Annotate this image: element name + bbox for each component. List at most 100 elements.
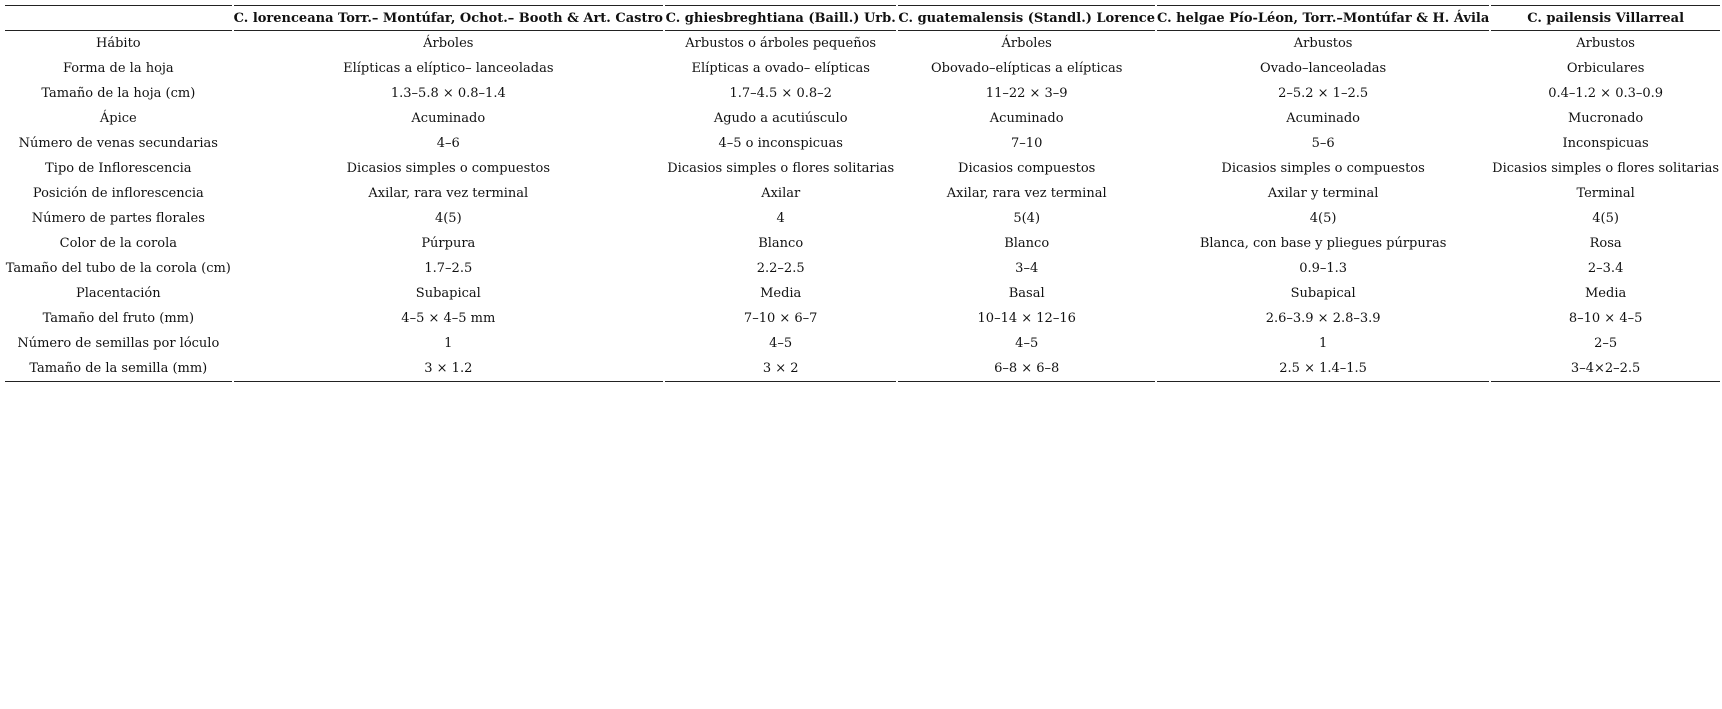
table-cell: Terminal (1576, 186, 1635, 201)
header-cell (5, 5, 232, 31)
table-cell: 4 (776, 211, 785, 226)
table-cell: 4–5 o inconspicuas (718, 136, 843, 151)
table-cell: Dicasios simples o compuestos (1221, 161, 1425, 176)
row-label: Tamaño de la hoja (cm) (41, 86, 196, 101)
table-cell: 1 (444, 336, 453, 351)
table-cell: Blanca, con base y pliegues púrpuras (1199, 236, 1447, 251)
table-cell: 4–5 (769, 336, 793, 351)
table-cell: 1.3–5.8 × 0.8–1.4 (390, 86, 506, 101)
table-row: Hábito Árboles Arbustos o árboles pequeños… (5, 31, 1720, 56)
row-label: Forma de la hoja (62, 61, 174, 76)
table-cell: 3–4×2–2.5 (1491, 356, 1720, 382)
table-row: Tamaño de la hoja (cm) 1.3–5.8 × 0.8–1.4 1… (5, 81, 1720, 106)
row-label: Posición de inflorescencia (32, 186, 204, 201)
table-cell: Arbustos (1293, 36, 1353, 51)
table-cell: Arbustos (1576, 36, 1635, 51)
table-cell: Inconspicuas (1562, 136, 1649, 151)
row-label: Tamaño del tubo de la corola (cm) (5, 261, 231, 276)
table-cell: Acuminado (411, 111, 486, 126)
table-cell: 2–3.4 (1587, 261, 1624, 276)
row-label: Hábito (96, 36, 141, 51)
header-cell: C. ghiesbreghtiana (Baill.) Urb. (664, 5, 897, 31)
table-cell: 5–6 (1311, 136, 1335, 151)
table-cell: 2.2–2.5 (756, 261, 805, 276)
table-row: Tipo de Inflorescencia Dicasios simples o… (5, 156, 1720, 181)
table-cell: 3 × 2 (664, 356, 897, 382)
table-cell: Arbustos o árboles pequeños (685, 36, 877, 51)
table-cell: 4–5 × 4–5 mm (401, 311, 496, 326)
table-cell: Acuminado (1286, 111, 1361, 126)
table-cell: Dicasios simples o flores solitarias (667, 161, 895, 176)
table-cell: 4–5 (1015, 336, 1039, 351)
table-cell: 4(5) (1592, 211, 1619, 226)
row-label: Placentación (76, 286, 161, 301)
table-cell: Media (760, 286, 802, 301)
table-row: Número de partes florales 4(5) 4 5(4) 4(5) 4(… (5, 206, 1720, 231)
table-cell: Agudo a acutiúsculo (713, 111, 848, 126)
table-row: Tamaño del tubo de la corola (cm) 1.7–2.5… (5, 256, 1720, 281)
table-row: Tamaño de la semilla (mm) 3 × 1.2 3 × 2 6–8… (5, 356, 1720, 382)
table-cell: 2.5 × 1.4–1.5 (1156, 356, 1490, 382)
header-cell: C. lorenceana Torr.– Montúfar, Ochot.– B… (233, 5, 663, 31)
comparison-table: C. lorenceana Torr.– Montúfar, Ochot.– B… (3, 5, 1722, 382)
table-cell: 8–10 × 4–5 (1568, 311, 1643, 326)
table-cell: Elípticas a elíptico– lanceoladas (343, 61, 554, 76)
table-cell: 2–5 (1594, 336, 1618, 351)
table-cell: Elípticas a ovado– elípticas (691, 61, 870, 76)
table-cell: Axilar y terminal (1267, 186, 1379, 201)
table-cell: 0.4–1.2 × 0.3–0.9 (1548, 86, 1664, 101)
table-row: Número de venas secundarias 4–6 4–5 o inco… (5, 131, 1720, 156)
table-cell: 6–8 × 6–8 (898, 356, 1155, 382)
table-cell: Axilar, rara vez terminal (946, 186, 1107, 201)
table-row: Ápice Acuminado Agudo a acutiúsculo Acumina… (5, 106, 1720, 131)
table-row: Posición de inflorescencia Axilar, rara v… (5, 181, 1720, 206)
table-body: Hábito Árboles Arbustos o árboles pequeños… (5, 31, 1720, 382)
table-cell: Ovado–lanceoladas (1260, 61, 1387, 76)
table-cell: 4–6 (436, 136, 460, 151)
table-cell: 7–10 × 6–7 (743, 311, 818, 326)
table-row: Tamaño del fruto (mm) 4–5 × 4–5 mm 7–10 × … (5, 306, 1720, 331)
table-cell: 1 (1318, 336, 1328, 351)
table-cell: 4(5) (1309, 211, 1337, 226)
table-cell: Acuminado (989, 111, 1064, 126)
table-cell: 3 × 1.2 (233, 356, 663, 382)
row-label: Ápice (99, 111, 137, 126)
table-cell: 3–4 (1015, 261, 1039, 276)
table-cell: Púrpura (421, 236, 476, 251)
table-cell: 2–5.2 × 1–2.5 (1278, 86, 1369, 101)
table-cell: Árboles (423, 36, 474, 51)
table-cell: 2.6–3.9 × 2.8–3.9 (1265, 311, 1381, 326)
table-cell: 1.7–4.5 × 0.8–2 (729, 86, 832, 101)
table-cell: 7–10 (1011, 136, 1043, 151)
table-cell: Obovado–elípticas a elípticas (930, 61, 1123, 76)
table-cell: 11–22 × 3–9 (985, 86, 1068, 101)
row-label: Tamaño de la semilla (mm) (5, 356, 232, 382)
table-cell: Dicasios compuestos (958, 161, 1096, 176)
header-cell: C. pailensis Villarreal (1491, 5, 1720, 31)
table-row: Placentación Subapical Media Basal Subapical… (5, 281, 1720, 306)
table-cell: Axilar (761, 186, 801, 201)
table-row: Color de la corola Púrpura Blanco Blanco Bla… (5, 231, 1720, 256)
table-cell: Árboles (1001, 36, 1052, 51)
row-label: Color de la corola (59, 236, 177, 251)
table-cell: Orbiculares (1566, 61, 1645, 76)
header-row: C. lorenceana Torr.– Montúfar, Ochot.– B… (5, 5, 1720, 31)
table-cell: Blanco (1004, 236, 1050, 251)
table-cell: Media (1585, 286, 1627, 301)
row-label: Número de venas secundarias (18, 136, 218, 151)
table-cell: Subapical (415, 286, 481, 301)
table-cell: 5(4) (1013, 211, 1041, 226)
table-row: Forma de la hoja Elípticas a elíptico– la… (5, 56, 1720, 81)
table-row: Número de semillas por lóculo 1 4–5 4–5 1 2–5 (5, 331, 1720, 356)
table-cell: 1.7–2.5 (424, 261, 473, 276)
row-label: Tamaño del fruto (mm) (42, 311, 195, 326)
table-cell: 0.9–1.3 (1299, 261, 1348, 276)
table-cell: Rosa (1589, 236, 1622, 251)
row-label: Tipo de Inflorescencia (45, 161, 192, 176)
table-cell: Dicasios simples o flores solitarias (1492, 161, 1720, 176)
table-cell: Blanco (758, 236, 804, 251)
row-label: Número de semillas por lóculo (17, 336, 220, 351)
table-cell: Subapical (1290, 286, 1356, 301)
table-cell: Dicasios simples o compuestos (346, 161, 550, 176)
